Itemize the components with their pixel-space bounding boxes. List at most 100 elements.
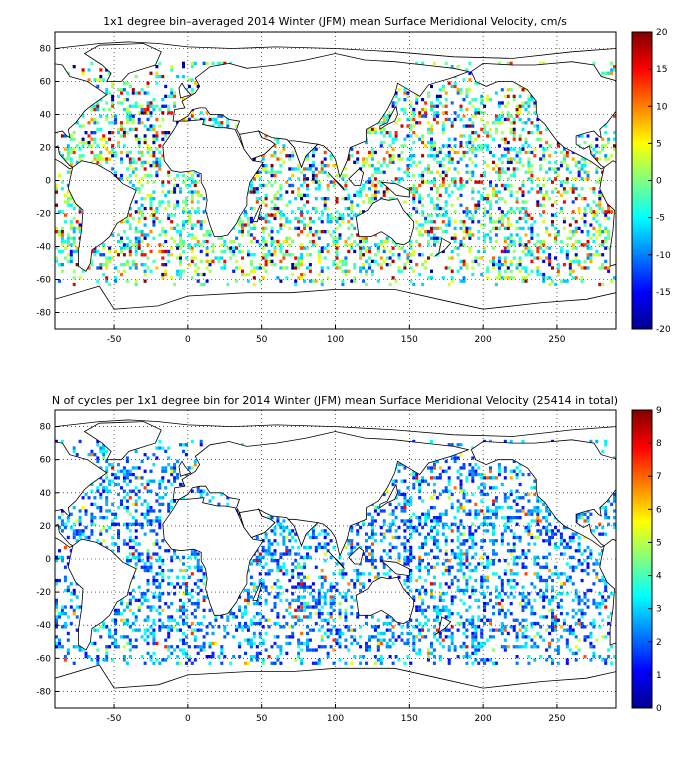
heatmap-cell: [438, 612, 442, 616]
heatmap-cell: [167, 180, 171, 184]
heatmap-cell: [170, 555, 174, 559]
heatmap-cell: [149, 206, 153, 211]
heatmap-cell: [509, 269, 513, 273]
heatmap-cell: [329, 602, 333, 606]
heatmap-cell: [465, 608, 469, 612]
heatmap-cell: [270, 259, 274, 263]
heatmap-cell: [444, 559, 448, 563]
heatmap-cell: [258, 621, 262, 626]
heatmap-cell: [497, 592, 501, 596]
heatmap-cell: [559, 532, 563, 536]
heatmap-cell: [131, 628, 135, 632]
heatmap-cell: [397, 253, 401, 257]
heatmap-cell: [580, 187, 584, 191]
heatmap-cell: [471, 233, 475, 237]
heatmap-cell: [430, 200, 433, 204]
x-tick-label: -50: [107, 335, 122, 345]
heatmap-cell: [202, 648, 206, 652]
heatmap-cell: [267, 249, 271, 254]
colorbar-tick-label: -15: [656, 288, 671, 298]
heatmap-cell: [551, 180, 554, 184]
heatmap-cell: [565, 190, 569, 194]
heatmap-cell: [515, 111, 519, 115]
heatmap-cell: [362, 183, 366, 188]
heatmap-cell: [456, 529, 460, 533]
heatmap-cell: [72, 588, 76, 593]
heatmap-cell: [170, 625, 174, 629]
heatmap-cell: [376, 625, 380, 629]
heatmap-cell: [241, 628, 244, 632]
heatmap-cell: [249, 645, 253, 649]
heatmap-cell: [308, 545, 312, 550]
heatmap-cell: [592, 598, 596, 602]
heatmap-cell: [450, 635, 454, 639]
heatmap-cell: [462, 539, 466, 543]
heatmap-cell: [497, 272, 501, 277]
heatmap-cell: [329, 645, 333, 649]
heatmap-cell: [604, 230, 608, 234]
heatmap-cell: [155, 134, 159, 138]
heatmap-cell: [527, 602, 531, 606]
heatmap-cell: [554, 213, 557, 217]
heatmap-cell: [432, 144, 436, 148]
heatmap-cell: [453, 236, 457, 240]
heatmap-cell: [480, 256, 484, 260]
heatmap-cell: [530, 173, 534, 178]
heatmap-cell: [370, 615, 374, 619]
heatmap-cell: [99, 532, 103, 536]
heatmap-cell: [146, 651, 150, 655]
heatmap-cell: [444, 522, 448, 526]
heatmap-cell: [102, 263, 106, 267]
heatmap-cell: [238, 595, 242, 599]
heatmap-cell: [314, 612, 318, 616]
heatmap-cell: [108, 150, 112, 155]
heatmap-cell: [406, 117, 410, 122]
heatmap-cell: [270, 608, 274, 612]
heatmap-cell: [530, 621, 534, 626]
heatmap-cell: [506, 101, 510, 105]
heatmap-cell: [99, 164, 103, 168]
heatmap-cell: [489, 230, 492, 234]
heatmap-cell: [332, 572, 336, 576]
heatmap-cell: [193, 180, 197, 184]
heatmap-cell: [607, 266, 611, 270]
heatmap-cell: [506, 114, 510, 118]
heatmap-cell: [465, 565, 469, 569]
heatmap-cell: [184, 177, 188, 181]
heatmap-cell: [430, 180, 433, 184]
heatmap-cell: [246, 641, 250, 646]
heatmap-cell: [261, 658, 265, 662]
heatmap-cell: [530, 164, 534, 168]
heatmap-cell: [323, 595, 327, 599]
heatmap-cell: [412, 200, 416, 204]
heatmap-cell: [255, 173, 259, 178]
heatmap-cell: [279, 197, 283, 201]
heatmap-cell: [300, 595, 304, 599]
heatmap-cell: [435, 121, 439, 125]
heatmap-cell: [131, 183, 135, 188]
heatmap-cell: [143, 124, 147, 128]
heatmap-cell: [592, 154, 596, 158]
heatmap-cell: [595, 572, 599, 576]
heatmap-cell: [311, 279, 315, 283]
heatmap-cell: [545, 525, 549, 530]
heatmap-cell: [320, 230, 324, 234]
heatmap-cell: [270, 230, 274, 234]
heatmap-cell: [164, 625, 168, 629]
heatmap-cell: [246, 190, 250, 194]
heatmap-cell: [273, 193, 277, 197]
heatmap-cell: [161, 625, 165, 629]
heatmap-cell: [128, 535, 132, 540]
heatmap-cell: [152, 259, 156, 263]
heatmap-cell: [99, 74, 103, 79]
heatmap-cell: [518, 137, 522, 141]
heatmap-cell: [184, 183, 188, 188]
heatmap-cell: [72, 529, 76, 533]
heatmap-cell: [373, 625, 377, 629]
heatmap-cell: [347, 157, 351, 161]
heatmap-cell: [300, 555, 304, 559]
heatmap-cell: [527, 239, 531, 244]
heatmap-cell: [131, 91, 135, 95]
heatmap-cell: [317, 575, 321, 579]
heatmap-cell: [294, 226, 298, 230]
